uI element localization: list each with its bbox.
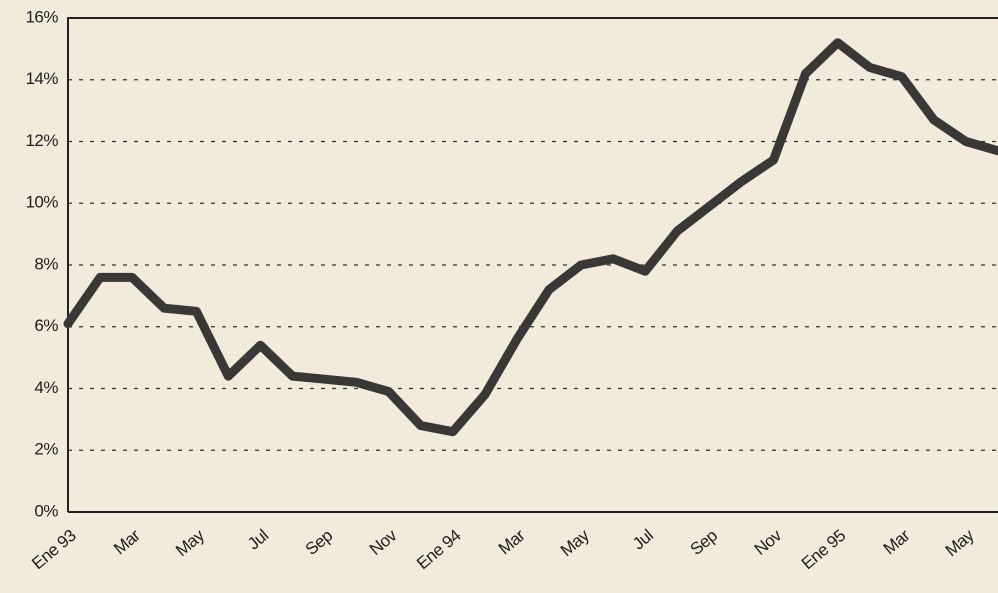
x-tick-label: May [942,525,978,560]
y-tick-label: 4% [34,378,58,397]
y-tick-label: 12% [25,131,58,150]
x-tick-label: Jul [629,526,657,554]
y-tick-label: 14% [25,69,58,88]
x-tick-label: Mar [495,525,529,558]
x-tick-label: Mar [880,525,914,558]
x-tick-label: Mar [110,525,144,558]
y-tick-label: 0% [34,501,58,520]
x-tick-label: May [557,525,593,560]
x-tick-label: Sep [687,526,721,559]
x-tick-label: Nov [366,525,401,559]
x-tick-label: May [172,525,208,560]
grid [68,17,998,513]
y-tick-label: 8% [34,254,58,273]
y-tick-label: 10% [25,193,58,212]
x-tick-label: Jul [244,526,272,554]
x-tick-label: Ene 95 [798,526,849,573]
plot-frame [67,17,998,512]
x-tick-label: Nov [751,525,786,559]
x-tick-label: Sep [302,526,336,559]
x-tick-label: Ene 93 [28,526,79,573]
y-tick-label: 16% [25,7,58,26]
y-tick-label: 6% [34,316,58,335]
x-tick-label: Ene 94 [413,526,464,573]
data-line [63,38,998,437]
y-tick-label: 2% [34,440,58,459]
